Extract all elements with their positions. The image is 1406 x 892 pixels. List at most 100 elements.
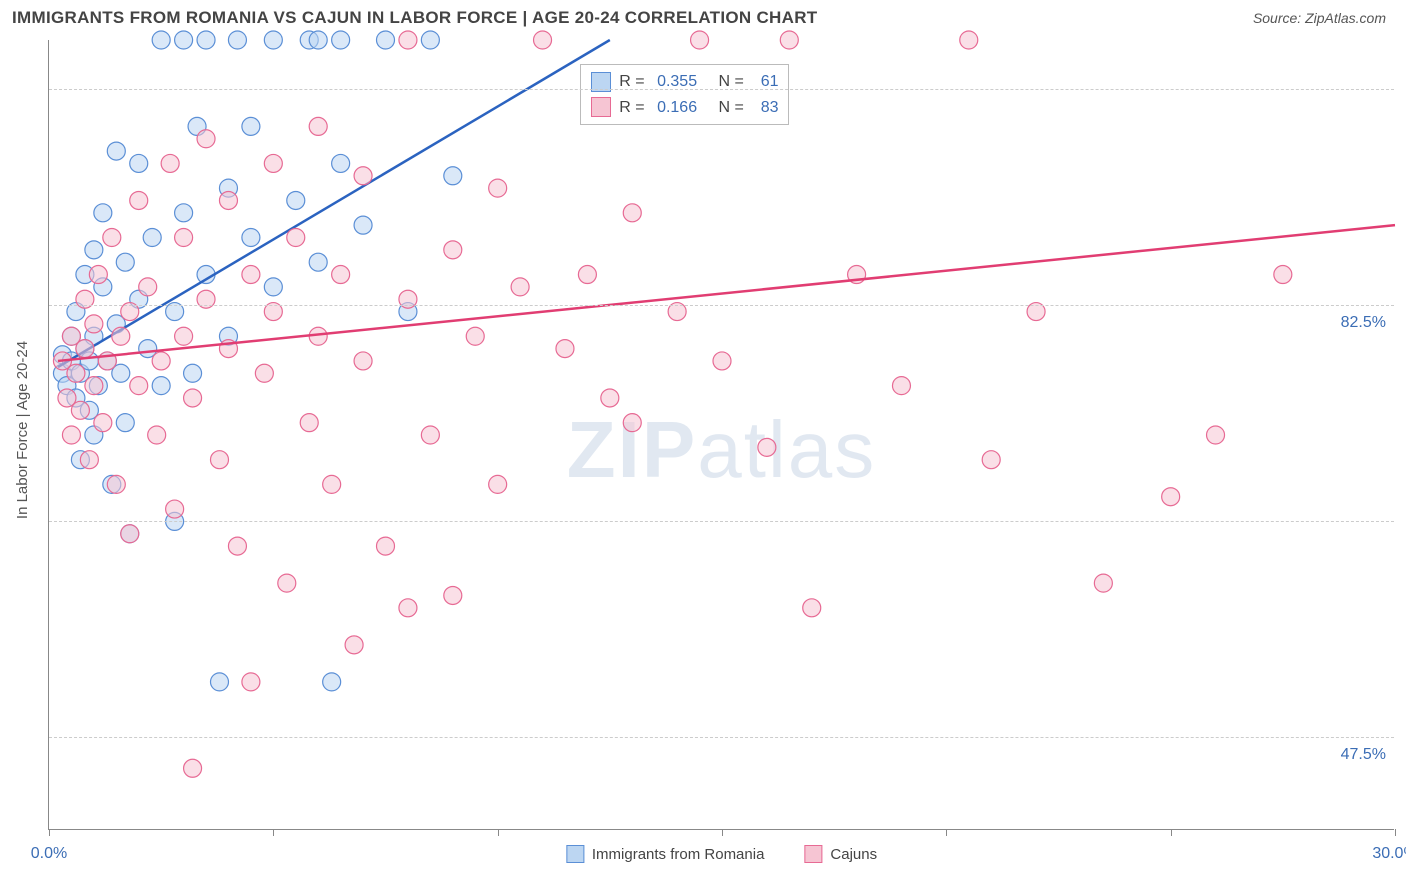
data-point xyxy=(399,599,417,617)
trend-line xyxy=(58,225,1395,361)
data-point xyxy=(197,130,215,148)
data-point xyxy=(323,673,341,691)
data-point xyxy=(691,31,709,49)
data-point xyxy=(377,31,395,49)
data-point xyxy=(345,636,363,654)
data-point xyxy=(148,426,166,444)
data-point xyxy=(161,154,179,172)
data-point xyxy=(556,340,574,358)
data-point xyxy=(1207,426,1225,444)
data-point xyxy=(184,759,202,777)
data-point xyxy=(71,401,89,419)
data-point xyxy=(354,216,372,234)
x-tick xyxy=(1395,829,1396,836)
data-point xyxy=(309,117,327,135)
data-point xyxy=(960,31,978,49)
y-axis-label: In Labor Force | Age 20-24 xyxy=(14,341,31,519)
data-point xyxy=(175,31,193,49)
data-point xyxy=(130,377,148,395)
data-point xyxy=(80,451,98,469)
data-point xyxy=(116,253,134,271)
x-tick xyxy=(946,829,947,836)
grid-line xyxy=(49,89,1394,90)
x-tick-label: 30.0% xyxy=(1372,845,1406,863)
data-point xyxy=(85,377,103,395)
data-point xyxy=(112,327,130,345)
data-point xyxy=(103,229,121,247)
data-point xyxy=(982,451,1000,469)
legend-bottom: Immigrants from Romania Cajuns xyxy=(566,845,877,863)
data-point xyxy=(210,451,228,469)
data-point xyxy=(242,117,260,135)
data-point xyxy=(62,426,80,444)
data-point xyxy=(278,574,296,592)
legend-item-series2: Cajuns xyxy=(804,845,877,863)
data-point xyxy=(264,31,282,49)
data-point xyxy=(107,142,125,160)
data-point xyxy=(623,414,641,432)
data-point xyxy=(892,377,910,395)
data-point xyxy=(332,266,350,284)
data-point xyxy=(210,673,228,691)
data-point xyxy=(89,266,107,284)
x-tick xyxy=(722,829,723,836)
data-point xyxy=(534,31,552,49)
stats-n-label-2: N = xyxy=(705,95,753,121)
data-point xyxy=(511,278,529,296)
data-point xyxy=(332,31,350,49)
data-point xyxy=(139,278,157,296)
data-point xyxy=(601,389,619,407)
stats-swatch-series2 xyxy=(591,97,611,117)
data-point xyxy=(197,31,215,49)
legend-label-series1: Immigrants from Romania xyxy=(592,846,765,863)
data-point xyxy=(444,167,462,185)
data-point xyxy=(76,340,94,358)
legend-swatch-series2 xyxy=(804,845,822,863)
data-point xyxy=(166,500,184,518)
data-point xyxy=(466,327,484,345)
grid-line xyxy=(49,305,1394,306)
data-point xyxy=(130,191,148,209)
y-tick-label: 82.5% xyxy=(1341,314,1386,332)
stats-n-value-2: 83 xyxy=(761,95,779,121)
data-point xyxy=(264,154,282,172)
chart-title: IMMIGRANTS FROM ROMANIA VS CAJUN IN LABO… xyxy=(12,8,817,28)
legend-swatch-series1 xyxy=(566,845,584,863)
x-tick xyxy=(49,829,50,836)
scatter-plot-svg xyxy=(49,40,1394,829)
data-point xyxy=(780,31,798,49)
data-point xyxy=(107,475,125,493)
stats-n-value-1: 61 xyxy=(761,69,779,95)
data-point xyxy=(287,229,305,247)
data-point xyxy=(152,31,170,49)
data-point xyxy=(1094,574,1112,592)
legend-label-series2: Cajuns xyxy=(830,846,877,863)
stats-r-value-1: 0.355 xyxy=(657,69,697,95)
data-point xyxy=(332,154,350,172)
data-point xyxy=(152,352,170,370)
data-point xyxy=(758,438,776,456)
data-point xyxy=(1162,488,1180,506)
x-tick xyxy=(273,829,274,836)
data-point xyxy=(421,31,439,49)
data-point xyxy=(309,31,327,49)
data-point xyxy=(264,278,282,296)
data-point xyxy=(184,389,202,407)
data-point xyxy=(85,315,103,333)
data-point xyxy=(85,241,103,259)
data-point xyxy=(1274,266,1292,284)
data-point xyxy=(242,673,260,691)
data-point xyxy=(242,266,260,284)
data-point xyxy=(175,204,193,222)
data-point xyxy=(323,475,341,493)
data-point xyxy=(713,352,731,370)
x-tick xyxy=(498,829,499,836)
data-point xyxy=(94,204,112,222)
chart-header: IMMIGRANTS FROM ROMANIA VS CAJUN IN LABO… xyxy=(0,0,1406,34)
data-point xyxy=(94,414,112,432)
chart-plot-area: ZIPatlas R = 0.355 N = 61 R = 0.166 N = … xyxy=(48,40,1394,830)
legend-item-series1: Immigrants from Romania xyxy=(566,845,765,863)
y-tick-label: 47.5% xyxy=(1341,746,1386,764)
data-point xyxy=(300,414,318,432)
grid-line xyxy=(49,737,1394,738)
